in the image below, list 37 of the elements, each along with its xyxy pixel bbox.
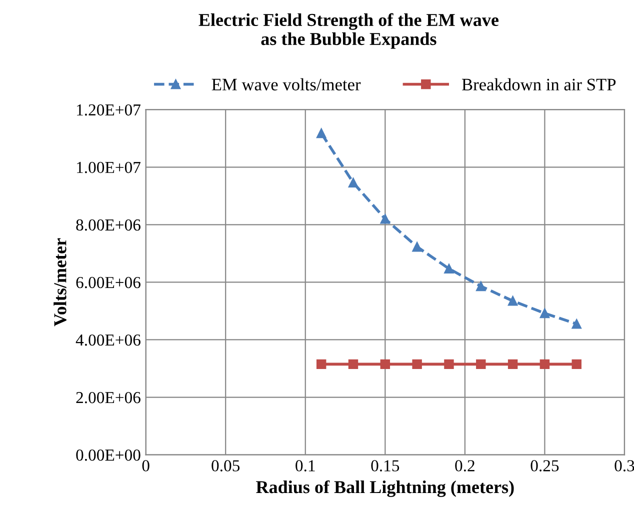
x-tick-label: 0.3: [614, 460, 634, 472]
point: [444, 359, 454, 370]
y-tick-label: 0.00E+00: [76, 450, 140, 461]
point: [412, 359, 422, 370]
point: [572, 359, 582, 370]
point: [540, 308, 550, 318]
x-tick-label: 0: [142, 460, 150, 472]
point: [508, 359, 518, 370]
point: [476, 281, 486, 292]
y-tick-label: 6.00E+06: [76, 276, 140, 288]
x-tick-label: 0.1: [296, 460, 315, 472]
legend-label: Breakdown in air STP: [462, 78, 616, 90]
point: [476, 359, 486, 370]
x-tick-label: 0.2: [455, 460, 474, 472]
point: [380, 214, 390, 224]
x-axis-title: Radius of Ball Lightning (meters): [256, 480, 514, 498]
point: [412, 242, 422, 252]
x-tick-label: 0.15: [371, 460, 400, 472]
legend-label: EM wave volts/meter: [212, 78, 361, 90]
point: [444, 264, 454, 274]
point: [348, 178, 358, 188]
y-tick-label: 1.20E+07: [77, 104, 140, 116]
point: [572, 319, 582, 329]
point: [348, 359, 358, 370]
point: [316, 128, 326, 138]
y-tick-label: 8.00E+06: [76, 219, 140, 231]
y-axis-title: Volts/meter: [54, 238, 66, 326]
point: [316, 359, 326, 370]
y-tick-label: 1.00E+07: [77, 162, 140, 174]
chart-title: Electric Field Strength of the EM wave as the Bubble Expands: [198, 13, 498, 49]
x-tick-label: 0.05: [212, 460, 240, 472]
y-tick-label: 4.00E+06: [76, 334, 140, 346]
point: [540, 359, 550, 370]
x-tick-label: 0.25: [530, 460, 559, 472]
y-tick-label: 2.00E+06: [76, 392, 140, 404]
point: [380, 359, 390, 370]
point: [508, 296, 518, 306]
